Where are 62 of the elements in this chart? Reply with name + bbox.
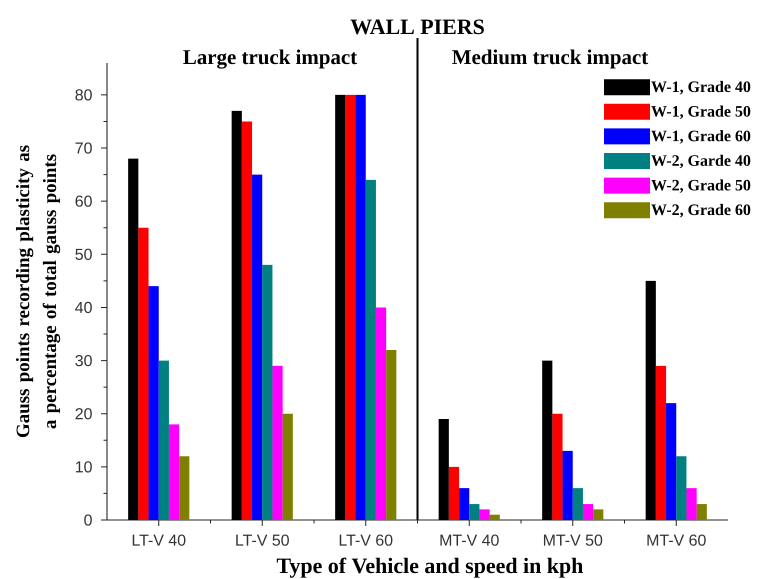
bar	[686, 488, 697, 520]
bar	[646, 280, 656, 520]
y-tick-label: 80	[75, 89, 92, 101]
bar	[179, 456, 190, 520]
bar	[552, 414, 563, 520]
y-tick-label: 0	[84, 514, 92, 526]
bar	[676, 456, 686, 520]
y-tick-label: 10	[76, 461, 92, 473]
bar	[696, 504, 707, 520]
y-tick-label: 70	[76, 142, 92, 154]
legend-label: W-1, Grade 40	[651, 80, 750, 94]
bar	[542, 360, 552, 520]
bar	[128, 158, 138, 520]
y-tick-label: 60	[76, 196, 92, 207]
bar	[335, 94, 346, 520]
bar	[582, 504, 594, 520]
bar	[138, 228, 149, 520]
bar	[438, 419, 449, 520]
legend-label: W-2, Garde 40	[651, 154, 750, 168]
x-tick-label: MT-V 60	[647, 534, 706, 546]
bar	[366, 180, 376, 520]
bar	[356, 94, 366, 520]
bar	[386, 350, 396, 520]
bar	[593, 509, 604, 520]
x-axis-title: Type of Vehicle and speed in kph	[276, 558, 584, 578]
annotation: Large truck impact	[183, 49, 358, 69]
bar	[459, 488, 470, 520]
bar	[262, 264, 272, 520]
x-tick-label: LT-V 50	[236, 534, 289, 546]
x-tick-label: LT-V 40	[132, 534, 186, 546]
y-tick-label: 20	[76, 408, 92, 420]
bar	[448, 466, 460, 520]
bar	[666, 403, 676, 520]
bar	[232, 110, 242, 520]
bar	[656, 366, 666, 520]
bar	[272, 366, 283, 520]
bar	[479, 509, 490, 520]
bar	[345, 94, 356, 520]
bar	[469, 504, 480, 520]
x-tick-label: LT-V 60	[340, 534, 392, 546]
y-tick-label: 40	[75, 302, 92, 314]
bar	[252, 174, 262, 520]
bar	[168, 424, 180, 520]
bar	[158, 360, 169, 520]
y-tick-label: 50	[75, 248, 92, 260]
legend-label: W-2, Grade 50	[651, 179, 750, 193]
bar	[282, 414, 293, 520]
bar	[148, 286, 159, 520]
y-tick-label: 30	[75, 354, 92, 366]
chart-title: WALL PIERS	[350, 19, 484, 34]
y-axis-title: Gauss points recording plasticity as a percentage of total gauss points	[16, 145, 60, 438]
bar	[376, 307, 386, 520]
x-tick-label: MT-V 40	[440, 534, 499, 546]
bar	[572, 488, 583, 520]
legend-label: W-1, Grade 50	[651, 106, 750, 120]
legend-label: W-1, Grade 60	[651, 130, 750, 144]
bar	[242, 121, 252, 520]
legend-label: W-2, Grade 60	[651, 204, 750, 218]
bar	[562, 450, 573, 520]
x-tick-label: MT-V 50	[544, 534, 602, 546]
annotation: Medium truck impact	[452, 49, 648, 68]
bar	[490, 514, 500, 520]
